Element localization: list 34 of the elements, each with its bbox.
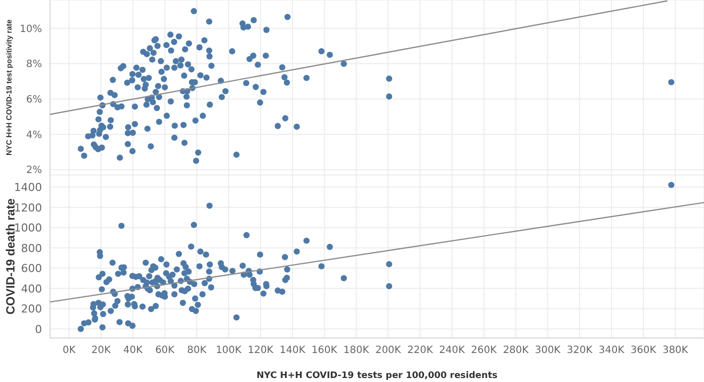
y-tick-label: 6% (26, 94, 42, 106)
y-tick-label: 600 (21, 262, 42, 276)
x-tick-label: 360K (630, 345, 657, 356)
y-tick-label: 800 (21, 242, 42, 255)
y-tick-label: 200 (21, 302, 42, 316)
x-tick-label: 260K (471, 345, 498, 356)
y-tick-label: 1000 (14, 222, 42, 235)
x-tick-label: 240K (439, 345, 466, 356)
y-tick-label: 4% (26, 130, 42, 141)
x-tick-label: 40K (123, 345, 144, 356)
x-tick-label: 220K (407, 345, 434, 356)
x-tick-label: 60K (155, 345, 175, 356)
y-tick-label: 2% (26, 165, 42, 176)
x-tick-label: 200K (375, 345, 402, 356)
x-tick-label: 180K (343, 345, 370, 356)
x-tick-label: 160K (312, 345, 338, 356)
y-tick-label: 1400 (14, 181, 42, 194)
x-tick-label: 80K (187, 345, 207, 356)
y-tick-label: 0 (35, 322, 42, 336)
x-tick-label: 320K (566, 345, 593, 356)
x-tick-label: 100K (216, 345, 242, 356)
x-axis-title: NYC H+H COVID-19 tests per 100,000 residents (256, 371, 498, 381)
y-tick-label: 10% (20, 24, 42, 35)
x-tick-label: 280K (502, 345, 530, 356)
x-tick-label: 300K (534, 345, 561, 356)
y-tick-label: 400 (21, 282, 42, 296)
x-tick-label: 140K (280, 345, 306, 356)
y-tick-label: 8% (26, 59, 42, 70)
x-tick-label: 120K (248, 345, 274, 356)
x-tick-label: 380K (662, 345, 689, 356)
y-tick-label: 1200 (14, 201, 42, 214)
x-tick-label: 20K (91, 345, 112, 356)
x-tick-label: 0K (62, 345, 76, 356)
x-tick-label: 340K (598, 345, 625, 356)
